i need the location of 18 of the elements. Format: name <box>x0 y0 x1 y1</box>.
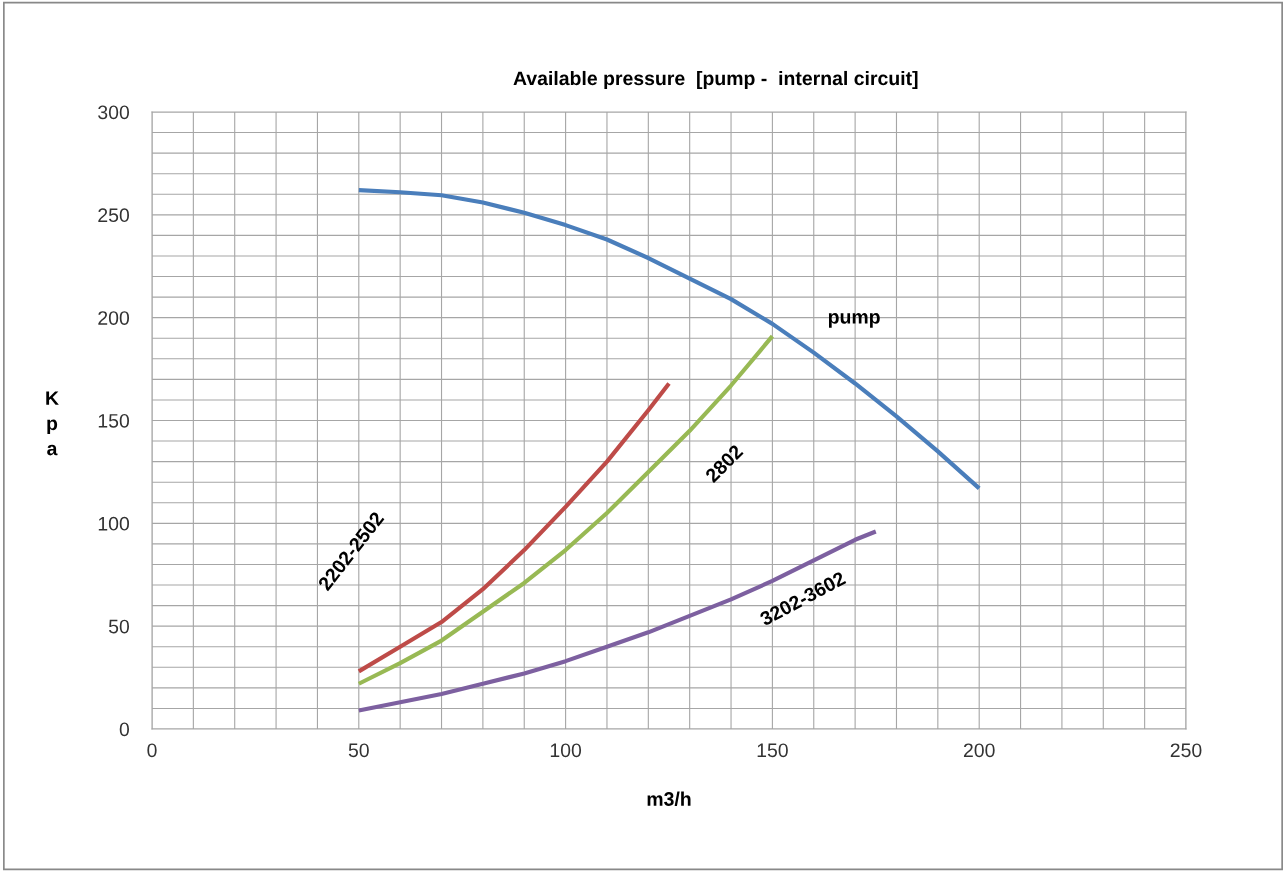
y-tick-label: 150 <box>98 413 130 428</box>
x-axis-title: m3/h <box>647 791 691 807</box>
y-axis-title: K p a <box>46 391 59 456</box>
x-tick-label: 0 <box>147 743 157 758</box>
line-series <box>356 188 982 491</box>
y-tick-label: 200 <box>98 311 130 325</box>
x-tick-label: 50 <box>348 743 369 758</box>
y-tick-label: 50 <box>108 619 130 634</box>
x-tick-label: 200 <box>963 743 995 758</box>
y-tick-label: 0 <box>119 722 130 737</box>
y-tick-label: 300 <box>98 105 130 120</box>
x-tick-label: 150 <box>757 743 788 758</box>
chart-title: Available pressure [pump - internal circuit] <box>513 70 918 90</box>
series-label: pump <box>828 313 880 328</box>
x-tick-label: 100 <box>550 743 582 758</box>
y-tick-label: 250 <box>98 208 130 223</box>
y-tick-label: 100 <box>98 516 130 531</box>
x-tick-label: 250 <box>1170 743 1202 758</box>
